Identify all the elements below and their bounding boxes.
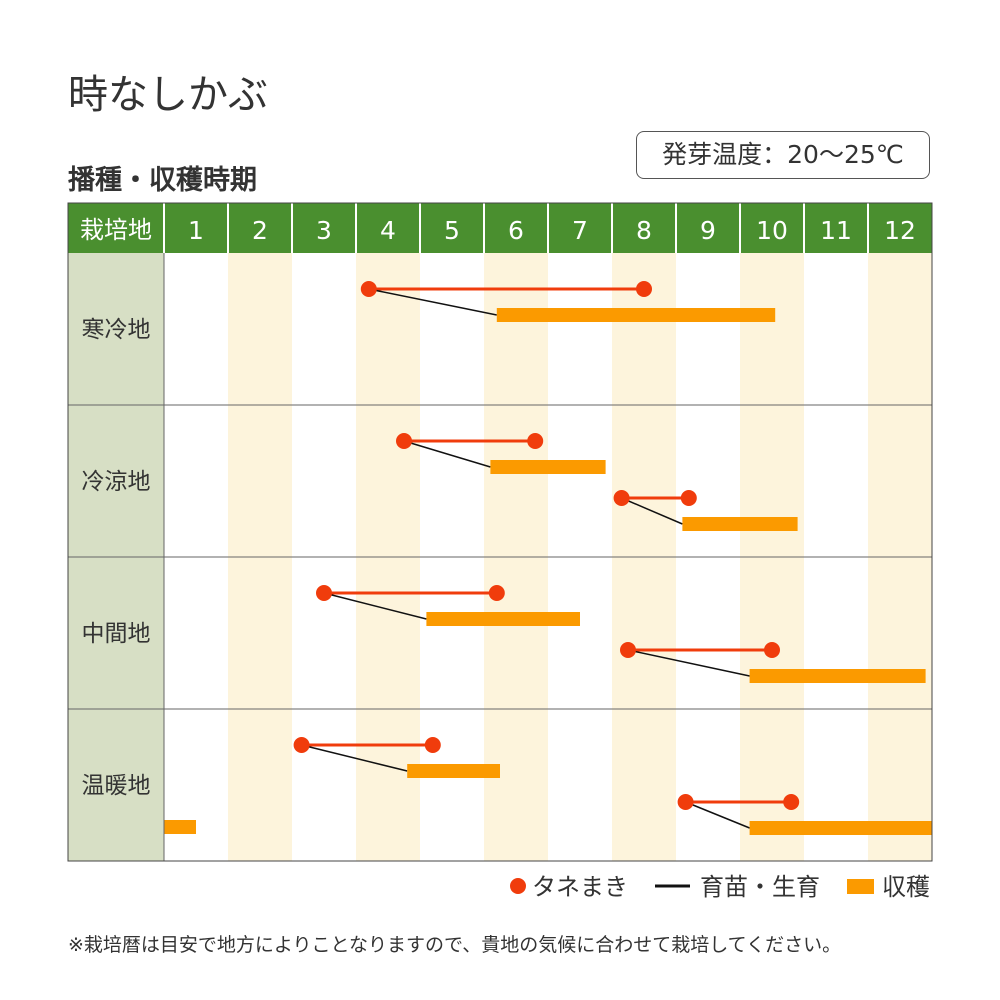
growing-line [627, 649, 750, 677]
harvest-bar [490, 460, 606, 474]
legend-sow-icon [510, 878, 526, 894]
legend-harvest-icon [847, 879, 874, 894]
legend-sow-label: タネまき [532, 873, 628, 901]
sowing-start-dot [620, 642, 636, 658]
chart-title: 播種・収穫時期 [68, 165, 257, 196]
sowing-start-dot [316, 585, 332, 601]
sowing-start-dot [293, 737, 310, 753]
header-row [68, 203, 932, 253]
growing-line [403, 440, 491, 468]
sowing-start-dot [360, 281, 377, 297]
month-tick-label: 4 [380, 216, 396, 245]
month-tick-label: 1 [188, 216, 204, 245]
harvest-bar [749, 821, 932, 835]
growing-line [685, 801, 750, 829]
sowing-end-dot [527, 433, 544, 449]
month-tick-label: 6 [508, 216, 524, 245]
harvest-bar [496, 308, 776, 322]
month-tick-label: 3 [316, 216, 332, 245]
month-tick-label: 11 [820, 216, 852, 245]
region-label: 冷涼地 [82, 469, 151, 495]
growing-line [323, 592, 427, 620]
region-label: 温暖地 [82, 773, 151, 799]
legend-harvest-label: 収穫 [882, 873, 930, 901]
sowing-start-dot [613, 490, 630, 506]
harvest-bar [426, 612, 580, 626]
footnote: ※栽培暦は目安で地方によりことなりますので、貴地の気候に合わせて栽培してください… [68, 934, 842, 956]
sowing-end-dot [636, 281, 652, 297]
month-tick-label: 12 [884, 216, 916, 245]
chart-border [67, 202, 933, 862]
month-tick-label: 8 [636, 216, 652, 245]
month-tick-label: 2 [252, 216, 268, 245]
region-label: 寒冷地 [82, 317, 151, 343]
month-tick-label: 5 [444, 216, 460, 245]
month-tick-label: 9 [700, 216, 716, 245]
harvest-bar [682, 517, 798, 531]
germination-temp-badge: 発芽温度：20〜25℃ [636, 131, 930, 179]
harvest-bar [407, 764, 500, 778]
month-tick-label: 7 [572, 216, 588, 245]
sowing-end-dot [764, 642, 780, 658]
sowing-start-dot [677, 794, 694, 810]
growing-line [621, 497, 683, 525]
legend-grow-label: 育苗・生育 [700, 873, 820, 901]
growing-line [368, 288, 497, 316]
month-tick-label: 10 [756, 216, 788, 245]
sowing-start-dot [396, 433, 412, 449]
harvest-bar [749, 669, 926, 683]
header-label: 栽培地 [80, 216, 152, 244]
harvest-bar [164, 820, 196, 834]
sowing-end-dot [783, 794, 800, 810]
page-title: 時なしかぶ [68, 72, 268, 118]
growing-line [301, 744, 408, 772]
sowing-end-dot [488, 585, 505, 601]
sowing-end-dot [680, 490, 697, 506]
region-label: 中間地 [82, 621, 151, 647]
sowing-end-dot [424, 737, 441, 753]
